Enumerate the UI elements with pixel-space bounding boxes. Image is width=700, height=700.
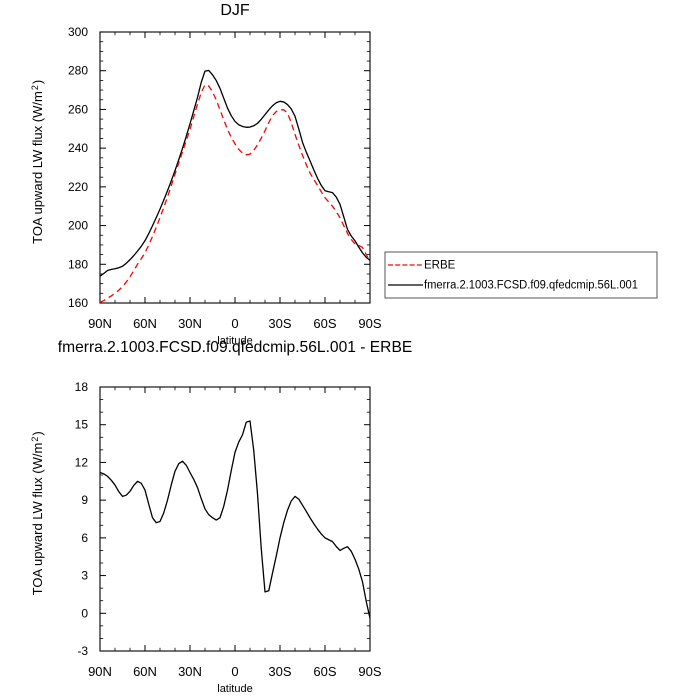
svg-text:6: 6: [81, 531, 88, 545]
svg-text:30S: 30S: [268, 316, 291, 331]
svg-text:90S: 90S: [358, 316, 381, 331]
svg-text:9: 9: [81, 493, 88, 507]
svg-text:12: 12: [75, 455, 89, 469]
svg-text:latitude: latitude: [217, 683, 252, 695]
svg-text:DJF: DJF: [220, 2, 250, 19]
svg-text:2: 2: [30, 437, 40, 442]
svg-text:60N: 60N: [133, 316, 157, 331]
svg-text:0: 0: [231, 664, 238, 679]
svg-text:0: 0: [81, 606, 88, 620]
svg-text:60N: 60N: [133, 664, 157, 679]
svg-text:200: 200: [68, 219, 88, 233]
svg-text:60S: 60S: [313, 316, 336, 331]
svg-text:18: 18: [75, 380, 89, 394]
svg-text:15: 15: [75, 418, 89, 432]
svg-text:90N: 90N: [88, 316, 112, 331]
svg-text:fmerra.2.1003.FCSD.f09.qfedcmi: fmerra.2.1003.FCSD.f09.qfedcmip.56L.001 …: [58, 339, 413, 356]
svg-text:TOA upward LW flux (W/m: TOA upward LW flux (W/m: [30, 443, 45, 596]
svg-text:90S: 90S: [358, 664, 381, 679]
svg-text:30N: 30N: [178, 316, 202, 331]
svg-text:30N: 30N: [178, 664, 202, 679]
svg-text:TOA upward LW flux (W/m: TOA upward LW flux (W/m: [30, 91, 45, 244]
svg-text:300: 300: [68, 25, 88, 39]
svg-text:): ): [30, 80, 45, 84]
svg-text:30S: 30S: [268, 664, 291, 679]
svg-text:180: 180: [68, 257, 88, 271]
svg-text:280: 280: [68, 64, 88, 78]
svg-text:ERBE: ERBE: [424, 260, 456, 272]
svg-text:240: 240: [68, 141, 88, 155]
svg-text:): ): [30, 431, 45, 435]
svg-text:fmerra.2.1003.FCSD.f09.qfedcmi: fmerra.2.1003.FCSD.f09.qfedcmip.56L.001: [424, 280, 638, 292]
svg-text:-3: -3: [77, 644, 88, 658]
svg-text:3: 3: [81, 569, 88, 583]
svg-text:160: 160: [68, 296, 88, 310]
svg-text:220: 220: [68, 180, 88, 194]
svg-text:0: 0: [231, 316, 238, 331]
svg-text:260: 260: [68, 102, 88, 116]
svg-text:90N: 90N: [88, 664, 112, 679]
svg-text:60S: 60S: [313, 664, 336, 679]
svg-text:2: 2: [30, 85, 40, 90]
